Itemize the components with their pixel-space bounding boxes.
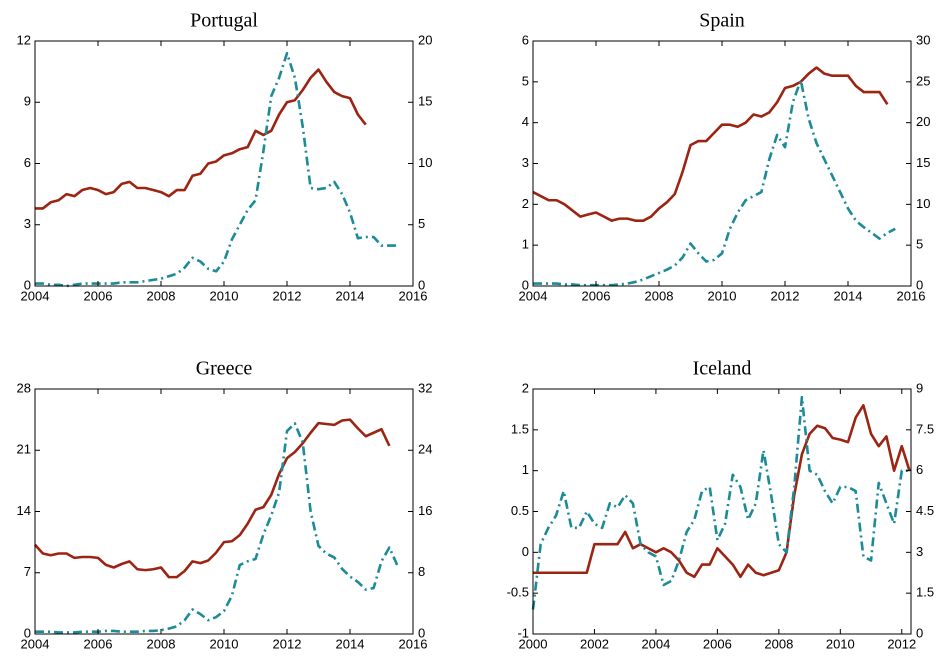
y-tick-label: 1.5 xyxy=(511,421,529,436)
y-tick-label: 7 xyxy=(24,564,31,579)
y-tick-label: 0 xyxy=(24,277,31,292)
y-tick-label: 9 xyxy=(24,94,31,109)
x-tick-label: 2012 xyxy=(771,288,800,303)
y-tick-label: 0 xyxy=(522,544,529,559)
y-tick-label: 2 xyxy=(522,196,529,211)
y-tick-label: -0.5 xyxy=(507,585,529,600)
y2-tick-label: 24 xyxy=(418,442,432,457)
data-line xyxy=(531,395,910,610)
y2-tick-label: 20 xyxy=(916,114,930,129)
x-tick-label: 2006 xyxy=(84,288,113,303)
x-tick-label: 2010 xyxy=(210,288,239,303)
x-tick-label: 2008 xyxy=(764,636,793,651)
y2-tick-label: 20 xyxy=(418,32,432,47)
y2-tick-label: 6 xyxy=(916,462,923,477)
x-tick-label: 2010 xyxy=(826,636,855,651)
data-line xyxy=(533,404,911,579)
y-tick-label: 28 xyxy=(17,380,31,395)
y-tick-label: 1 xyxy=(522,462,529,477)
y2-tick-label: 8 xyxy=(418,564,425,579)
y-tick-label: 1 xyxy=(522,237,529,252)
y-tick-label: 6 xyxy=(522,32,529,47)
y-tick-label: 3 xyxy=(522,155,529,170)
data-line xyxy=(533,78,896,287)
data-line xyxy=(35,422,399,634)
y2-tick-label: 0 xyxy=(916,277,923,292)
y2-tick-label: 1.5 xyxy=(916,585,934,600)
y2-tick-label: 30 xyxy=(916,32,930,47)
x-tick-label: 2004 xyxy=(21,636,50,651)
panel-title: Iceland xyxy=(693,358,752,380)
y-tick-label: 14 xyxy=(17,503,31,518)
y2-tick-label: 0 xyxy=(916,625,923,640)
y2-tick-label: 15 xyxy=(916,155,930,170)
y2-tick-label: 5 xyxy=(916,237,923,252)
y2-tick-label: 10 xyxy=(418,155,432,170)
x-tick-label: 2006 xyxy=(84,636,113,651)
y-tick-label: 0 xyxy=(522,277,529,292)
y2-tick-label: 9 xyxy=(916,380,923,395)
x-tick-label: 2012 xyxy=(273,288,302,303)
x-tick-label: 2010 xyxy=(210,636,239,651)
x-tick-label: 2014 xyxy=(834,288,863,303)
y-tick-label: -1 xyxy=(517,625,529,640)
y-tick-label: 3 xyxy=(24,216,31,231)
y-tick-label: 12 xyxy=(17,32,31,47)
x-tick-label: 2006 xyxy=(582,288,611,303)
x-tick-label: 2010 xyxy=(708,288,737,303)
y2-tick-label: 3 xyxy=(916,544,923,559)
y2-tick-label: 15 xyxy=(418,94,432,109)
y2-tick-label: 7.5 xyxy=(916,421,934,436)
y-tick-label: 2 xyxy=(522,380,529,395)
y2-tick-label: 32 xyxy=(418,380,432,395)
y-tick-label: 21 xyxy=(17,442,31,457)
data-line xyxy=(35,51,398,288)
x-tick-label: 2014 xyxy=(336,288,365,303)
y-tick-label: 4 xyxy=(522,114,529,129)
y2-tick-label: 0 xyxy=(418,277,425,292)
x-tick-label: 2004 xyxy=(21,288,50,303)
axes-frame xyxy=(532,40,912,287)
x-tick-label: 2008 xyxy=(645,288,674,303)
x-tick-label: 2004 xyxy=(641,636,670,651)
x-tick-label: 2016 xyxy=(897,288,926,303)
x-tick-label: 2006 xyxy=(703,636,732,651)
x-tick-label: 2002 xyxy=(580,636,609,651)
x-tick-label: 2004 xyxy=(519,288,548,303)
panel-title: Portugal xyxy=(190,10,258,32)
x-tick-label: 2012 xyxy=(887,636,916,651)
data-line xyxy=(34,418,391,579)
x-tick-label: 2016 xyxy=(399,288,428,303)
panel-title: Spain xyxy=(699,10,745,32)
y2-tick-label: 5 xyxy=(418,216,425,231)
y2-tick-label: 4.5 xyxy=(916,503,934,518)
y2-tick-label: 0 xyxy=(418,625,425,640)
data-line xyxy=(35,68,367,210)
axes-frame xyxy=(34,40,414,287)
x-tick-label: 2014 xyxy=(336,636,365,651)
y2-tick-label: 25 xyxy=(916,73,930,88)
y-tick-label: 5 xyxy=(522,73,529,88)
y-tick-label: 0.5 xyxy=(511,503,529,518)
y-tick-label: 6 xyxy=(24,155,31,170)
x-tick-label: 2008 xyxy=(147,288,176,303)
y2-tick-label: 16 xyxy=(418,503,432,518)
panel-title: Greece xyxy=(196,358,253,380)
data-line xyxy=(532,66,889,222)
x-tick-label: 2012 xyxy=(273,636,302,651)
x-tick-label: 2016 xyxy=(399,636,428,651)
y2-tick-label: 10 xyxy=(916,196,930,211)
y-tick-label: 0 xyxy=(24,625,31,640)
x-tick-label: 2000 xyxy=(519,636,548,651)
x-tick-label: 2008 xyxy=(147,636,176,651)
